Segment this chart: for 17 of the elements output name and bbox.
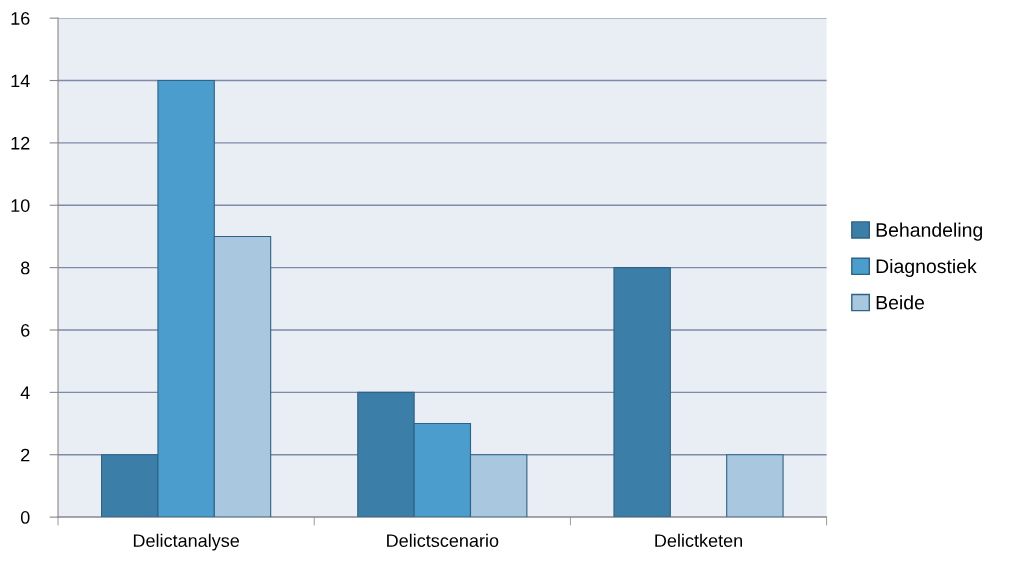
legend-label: Diagnostiek bbox=[876, 258, 977, 278]
y-tick-label: 6 bbox=[21, 323, 30, 337]
y-tick-label: 16 bbox=[11, 12, 30, 25]
y-tick-label: 10 bbox=[11, 199, 30, 212]
bar bbox=[613, 267, 671, 518]
y-tick-label: 8 bbox=[20, 261, 30, 275]
legend-label: Beide bbox=[876, 295, 924, 310]
x-tick-label: Delictketen bbox=[655, 533, 743, 548]
y-tick-label: 0 bbox=[20, 511, 30, 524]
x-tick-label: Delictscenario bbox=[387, 533, 499, 548]
legend-label: Behandeling bbox=[876, 222, 982, 241]
bar bbox=[726, 454, 784, 518]
y-tick-label: 14 bbox=[11, 74, 30, 88]
y-tick-label: 2 bbox=[21, 448, 30, 462]
x-tick-label: Delictanalyse bbox=[133, 533, 240, 551]
y-tick-label: 4 bbox=[20, 386, 30, 399]
y-tick-label: 12 bbox=[11, 136, 30, 150]
